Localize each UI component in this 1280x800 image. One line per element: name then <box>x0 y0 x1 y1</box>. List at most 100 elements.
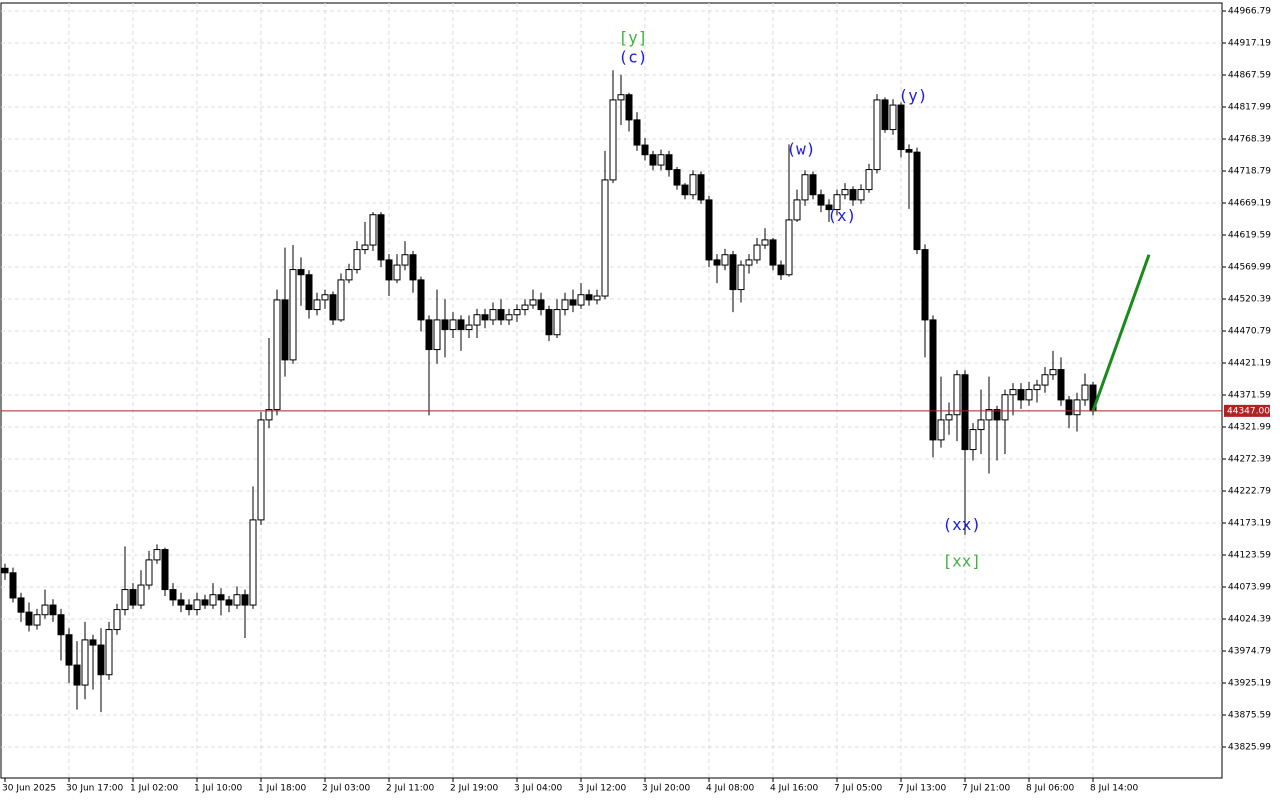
y-tick-label: 44321.99 <box>1228 423 1271 433</box>
candle-body <box>689 174 697 196</box>
y-tick-label: 44917.19 <box>1228 39 1271 49</box>
candle-body <box>849 189 857 201</box>
x-tick-label: 2 Jul 19:00 <box>450 784 499 794</box>
candle-body <box>145 559 153 586</box>
x-tick-label: 7 Jul 13:00 <box>898 784 947 794</box>
y-tick-label: 44024.39 <box>1228 615 1271 625</box>
y-tick-label: 44272.39 <box>1228 455 1271 465</box>
candle-body <box>641 144 649 156</box>
x-tick-label: 4 Jul 16:00 <box>770 784 819 794</box>
candle-body <box>1073 399 1081 416</box>
wave-label: [xx] <box>943 551 982 570</box>
x-tick-label: 2 Jul 11:00 <box>386 784 435 794</box>
candle-body <box>505 314 513 321</box>
candle-body <box>857 189 865 201</box>
candle-body <box>729 254 737 291</box>
candle-body <box>209 594 217 606</box>
candle-body <box>777 264 785 276</box>
candle-body <box>633 119 641 146</box>
candle-body <box>73 664 81 686</box>
x-tick-label: 1 Jul 10:00 <box>194 784 243 794</box>
wave-label: (w) <box>787 140 816 159</box>
candle-body <box>65 634 73 666</box>
candle-body <box>289 269 297 361</box>
candle-body <box>713 259 721 266</box>
candle-body <box>521 304 529 311</box>
candle-body <box>417 279 425 321</box>
candle-body <box>169 589 177 601</box>
candle-body <box>1081 384 1089 401</box>
candle-body <box>1025 389 1033 401</box>
y-tick-label: 44371.59 <box>1228 391 1271 401</box>
candle-body <box>601 179 609 297</box>
candle-body <box>929 319 937 441</box>
candle-body <box>353 249 361 271</box>
candle-body <box>569 299 577 306</box>
candle-body <box>473 314 481 326</box>
candle-body <box>257 419 265 521</box>
candle-body <box>89 639 97 646</box>
candle-body <box>785 219 793 276</box>
candle-body <box>665 154 673 171</box>
candle-body <box>1001 394 1009 421</box>
y-tick-label: 44619.59 <box>1228 231 1271 241</box>
x-tick-label: 4 Jul 08:00 <box>706 784 755 794</box>
y-tick-label: 43825.99 <box>1228 743 1271 753</box>
y-tick-label: 44421.19 <box>1228 359 1271 369</box>
candle-body <box>1057 369 1065 401</box>
candle-body <box>889 104 897 131</box>
y-tick-label: 43974.79 <box>1228 647 1271 657</box>
candle-body <box>833 194 841 211</box>
candle-body <box>609 99 617 181</box>
y-tick-label: 44073.99 <box>1228 583 1271 593</box>
y-tick-label: 44669.19 <box>1228 199 1271 209</box>
candle-body <box>337 279 345 321</box>
candle-body <box>313 299 321 311</box>
y-tick-label: 44817.99 <box>1228 103 1271 113</box>
y-tick-label: 44173.19 <box>1228 519 1271 529</box>
candle-body <box>1 567 9 574</box>
x-tick-label: 8 Jul 06:00 <box>1026 784 1075 794</box>
candle-body <box>1017 389 1025 401</box>
candle-body <box>1033 384 1041 391</box>
candle-body <box>433 319 441 351</box>
candle-body <box>553 309 561 336</box>
candle-body <box>449 319 457 331</box>
candle-body <box>137 584 145 606</box>
candle-body <box>225 599 233 606</box>
current-price-label: 44347.00 <box>1227 406 1270 416</box>
candle-body <box>457 319 465 331</box>
candle-body <box>825 204 833 211</box>
candle-body <box>681 184 689 196</box>
candle-body <box>9 572 17 599</box>
candle-body <box>233 594 241 606</box>
candle-body <box>401 254 409 266</box>
y-tick-label: 43875.59 <box>1228 711 1271 721</box>
candle-body <box>369 214 377 246</box>
candle-body <box>897 104 905 151</box>
wave-label: (y) <box>899 86 928 105</box>
wave-label: (c) <box>619 47 648 66</box>
wave-label: (xx) <box>943 515 982 534</box>
candle-body <box>905 149 913 153</box>
candle-body <box>945 414 953 421</box>
candle-body <box>201 599 209 606</box>
candle-body <box>985 409 993 421</box>
candle-body <box>817 194 825 206</box>
current-price-box <box>1224 404 1270 417</box>
y-tick-label: 43925.19 <box>1228 679 1271 689</box>
candle-body <box>249 519 257 606</box>
candle-body <box>537 299 545 311</box>
candle-body <box>33 614 41 626</box>
y-tick-label: 44768.39 <box>1228 135 1271 145</box>
candle-body <box>185 604 193 611</box>
x-tick-label: 2 Jul 03:00 <box>322 784 371 794</box>
projection-line <box>1091 254 1151 412</box>
candle-body <box>977 419 985 431</box>
x-tick-label: 1 Jul 02:00 <box>130 784 179 794</box>
candle-body <box>937 419 945 441</box>
candle-body <box>769 239 777 266</box>
candle-body <box>1041 374 1049 386</box>
candle-body <box>625 94 633 121</box>
candle-body <box>97 644 105 676</box>
